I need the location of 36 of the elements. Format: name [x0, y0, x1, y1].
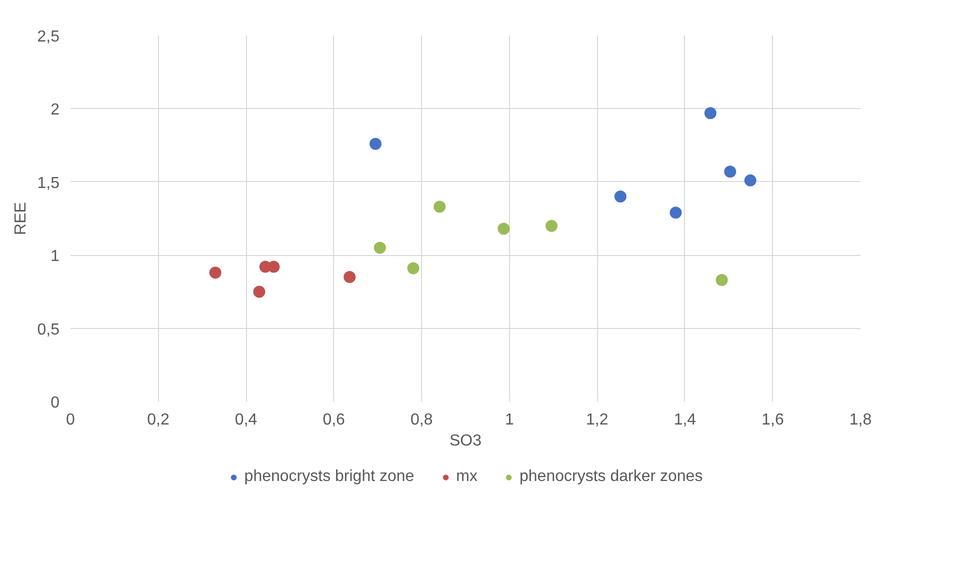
point [374, 242, 386, 254]
point [614, 190, 626, 203]
point [498, 222, 510, 235]
point [407, 262, 420, 274]
y-tick-label: 1,5 [37, 174, 60, 192]
point [724, 166, 736, 178]
y-tick-label: 0 [50, 394, 60, 412]
x-tick-label: 0,2 [147, 412, 170, 428]
point [434, 200, 446, 213]
y-tick-label: 2 [50, 102, 60, 119]
y-tick-label: 1 [50, 248, 60, 266]
point [370, 138, 382, 150]
point [704, 107, 716, 120]
point [344, 271, 356, 284]
legend-label: phenocrysts bright zone [244, 468, 414, 486]
point [744, 174, 756, 186]
x-tick-label: 1,8 [849, 412, 872, 428]
point [253, 286, 266, 298]
x-axis-title: SO3 [449, 432, 482, 450]
x-tick-label: 1,6 [762, 412, 784, 428]
legend-label: phenocrysts darker zones [520, 468, 703, 486]
x-tick-label: 0,8 [410, 412, 433, 428]
x-tick-label: 0,6 [322, 412, 346, 428]
legend-label: mx [456, 468, 478, 486]
y-tick-label: 2,5 [37, 28, 60, 46]
x-tick-label: 0,4 [234, 412, 258, 428]
x-tick-label: 1,2 [586, 412, 608, 428]
point [209, 266, 222, 279]
point [546, 220, 558, 232]
y-axis-title: REE [12, 202, 30, 235]
point [670, 206, 682, 219]
point [716, 274, 728, 286]
y-tick-label: 0,5 [37, 321, 60, 338]
x-tick-label: 1,4 [674, 412, 696, 428]
x-tick-label: 1 [504, 412, 514, 428]
x-tick-label: 0 [66, 412, 76, 428]
